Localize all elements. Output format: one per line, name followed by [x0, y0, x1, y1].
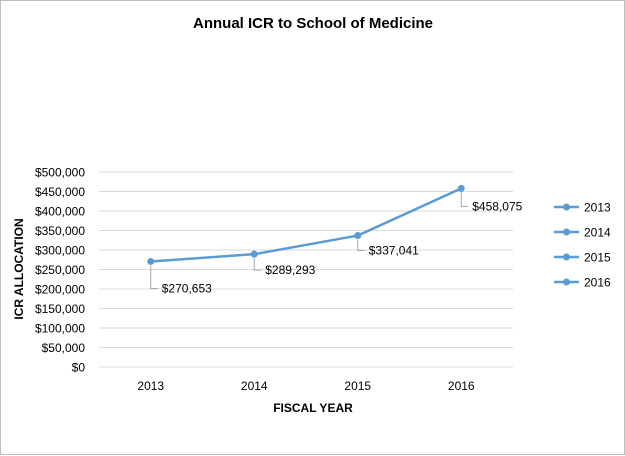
- legend-marker: [563, 228, 570, 236]
- leader-line: [357, 239, 365, 252]
- y-tick-label: $450,000: [35, 185, 85, 199]
- legend-label: 2013: [584, 201, 611, 215]
- data-label: $270,653: [162, 281, 212, 295]
- legend-label: 2015: [584, 251, 611, 265]
- legend: 2013 2014 2015 2016: [554, 201, 611, 290]
- y-tick-label: $250,000: [35, 263, 85, 277]
- y-tick-label: $100,000: [35, 322, 85, 336]
- series-line: [150, 187, 462, 263]
- y-tick-label: $350,000: [35, 224, 85, 238]
- y-tick-label: $50,000: [42, 341, 86, 355]
- legend-label: 2014: [584, 226, 611, 240]
- x-axis-label: FISCAL YEAR: [273, 401, 353, 415]
- y-axis-label: ICR ALLOCATION: [12, 218, 26, 319]
- chart-title: Annual ICR to School of Medicine: [193, 15, 433, 32]
- data-point: [354, 232, 362, 240]
- legend-marker: [563, 203, 570, 211]
- leader-line: [253, 258, 262, 271]
- data-label: $337,041: [369, 244, 419, 258]
- y-tick-label: $500,000: [35, 166, 85, 180]
- y-tick-label: $400,000: [35, 205, 85, 219]
- legend-marker: [563, 278, 570, 286]
- x-tick-label: 2013: [137, 379, 164, 393]
- legend-marker: [563, 253, 570, 261]
- data-point: [147, 257, 155, 265]
- y-tick-label: $0: [72, 361, 86, 375]
- data-point: [250, 250, 258, 258]
- leader-line: [460, 192, 469, 207]
- data-label: $289,293: [265, 263, 315, 277]
- leader-line: [150, 265, 158, 289]
- x-tick-label: 2015: [344, 379, 371, 393]
- y-tick-label: $200,000: [35, 283, 85, 297]
- data-point: [457, 184, 465, 192]
- y-tick-label: $150,000: [35, 302, 85, 316]
- x-tick-label: 2014: [241, 379, 268, 393]
- legend-label: 2016: [584, 276, 611, 290]
- data-label: $458,075: [472, 199, 522, 213]
- y-tick-label: $300,000: [35, 244, 85, 258]
- x-tick-label: 2016: [448, 379, 475, 393]
